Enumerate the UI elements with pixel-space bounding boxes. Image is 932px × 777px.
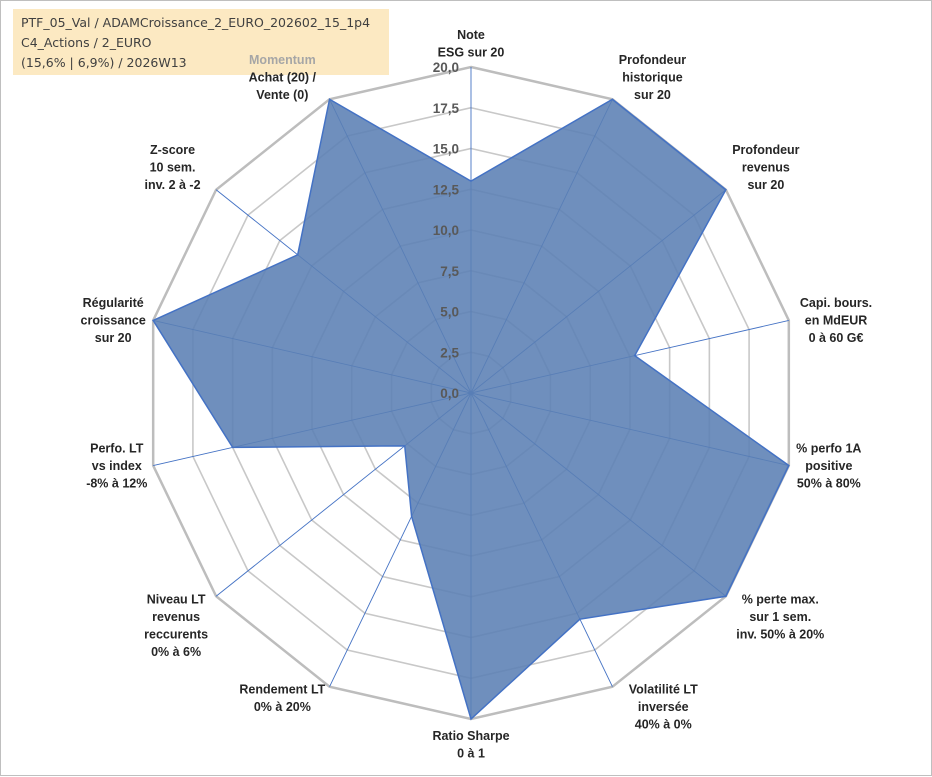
tick-label: 10,0: [433, 223, 459, 238]
tick-label: 5,0: [440, 305, 459, 320]
tick-label: 0,0: [440, 386, 459, 401]
data-series-area: [153, 99, 789, 719]
tick-label: 12,5: [433, 182, 460, 197]
tick-label: 20,0: [433, 60, 459, 75]
tick-label: 7,5: [440, 264, 459, 279]
axis-label: % perte max.sur 1 sem.inv. 50% à 20%: [736, 592, 824, 641]
tick-label: 17,5: [433, 101, 460, 116]
tick-label: 15,0: [433, 142, 459, 157]
tick-label: 2,5: [440, 345, 459, 360]
